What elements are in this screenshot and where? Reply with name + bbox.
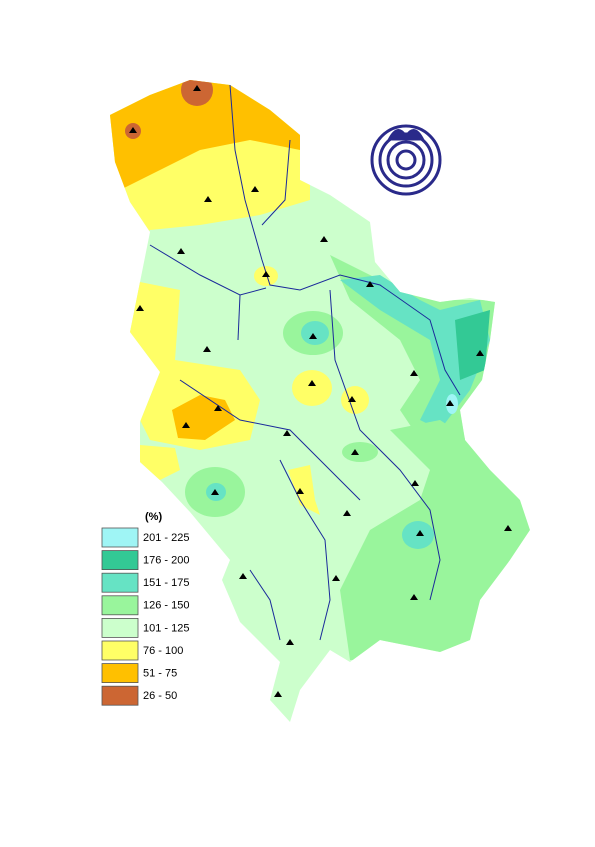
legend-label: 101 - 125 <box>143 622 189 634</box>
legend-swatch <box>101 527 139 548</box>
legend-swatch <box>101 550 139 570</box>
legend-title: (%) <box>145 511 162 523</box>
rivers <box>149 84 461 641</box>
legend: (%) 201 - 225 176 - 200 151 - 175 126 - 150… <box>101 511 189 706</box>
logo <box>370 124 442 196</box>
legend-label: 76 - 100 <box>143 645 183 657</box>
legend-swatch <box>101 572 139 593</box>
legend-label: 126 - 150 <box>143 600 189 612</box>
legend-label: 51 - 75 <box>143 668 177 680</box>
legend-swatch <box>101 640 139 661</box>
legend-swatch <box>101 663 139 683</box>
legend-label: 176 - 200 <box>143 555 189 567</box>
legend-swatch <box>101 685 139 706</box>
legend-label: 26 - 50 <box>143 690 177 702</box>
legend-label: 201 - 225 <box>143 532 189 544</box>
legend-swatch <box>101 618 139 638</box>
legend-label: 151 - 175 <box>143 577 189 589</box>
legend-swatch <box>101 595 139 616</box>
